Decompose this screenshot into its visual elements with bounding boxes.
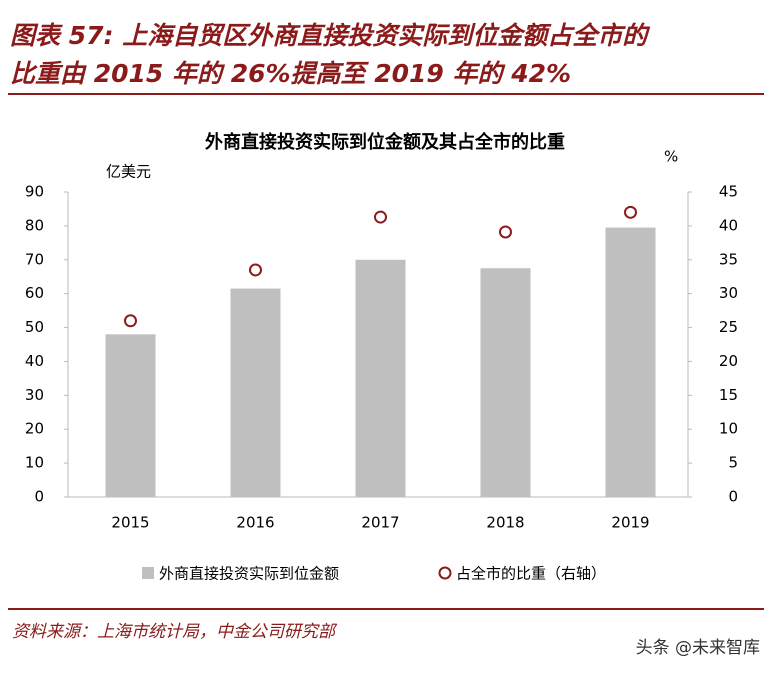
y-tick-label: 0 <box>34 488 44 506</box>
y-tick-label: 30 <box>25 386 44 404</box>
bar <box>355 259 406 497</box>
y2-tick-label: 40 <box>719 216 738 234</box>
bar <box>230 288 281 497</box>
y2-tick-label: 5 <box>728 454 738 472</box>
bar <box>605 227 656 498</box>
y-axis-label: 亿美元 <box>106 163 151 181</box>
y2-tick-label: 45 <box>719 183 738 201</box>
y-tick-label: 60 <box>25 284 44 302</box>
x-tick-label: 2015 <box>111 514 149 532</box>
y2-axis-label: % <box>664 148 678 166</box>
y2-tick-label: 30 <box>719 284 738 302</box>
x-tick-label: 2016 <box>236 514 274 532</box>
watermark: 头条 @未来智库 <box>636 638 760 658</box>
x-tick-label: 2018 <box>486 514 524 532</box>
legend-swatch <box>142 567 154 579</box>
marker <box>499 225 512 239</box>
y-tick-label: 80 <box>25 216 44 234</box>
marker <box>249 263 262 277</box>
x-tick-label: 2019 <box>611 514 649 532</box>
y-tick-label: 50 <box>25 318 44 336</box>
y2-tick-label: 10 <box>719 420 738 438</box>
marker <box>124 314 137 328</box>
legend-swatch <box>438 566 452 580</box>
marker <box>374 210 387 224</box>
marker <box>624 205 637 219</box>
y-tick-label: 70 <box>25 250 44 268</box>
y2-tick-label: 15 <box>719 386 738 404</box>
y2-tick-label: 25 <box>719 318 738 336</box>
legend-label: 占全市的比重（右轴） <box>456 565 606 583</box>
y2-tick-label: 0 <box>728 488 738 506</box>
y-tick-label: 40 <box>25 352 44 370</box>
bar <box>480 268 531 497</box>
legend-label: 外商直接投资实际到位金额 <box>159 565 339 583</box>
y-tick-label: 10 <box>25 454 44 472</box>
header-title: 比重由 2015 年的 26%提高至 2019 年的 42% <box>10 59 571 88</box>
y-tick-label: 20 <box>25 420 44 438</box>
source: 资料来源：上海市统计局，中金公司研究部 <box>12 622 338 642</box>
header-title: 图表 57: 上海自贸区外商直接投资实际到位金额占全市的 <box>10 21 651 50</box>
y2-tick-label: 20 <box>719 352 738 370</box>
x-tick-label: 2017 <box>361 514 399 532</box>
y-tick-label: 90 <box>25 183 44 201</box>
chart-title: 外商直接投资实际到位金额及其占全市的比重 <box>205 131 565 153</box>
y2-tick-label: 35 <box>719 250 738 268</box>
bar <box>105 334 156 497</box>
